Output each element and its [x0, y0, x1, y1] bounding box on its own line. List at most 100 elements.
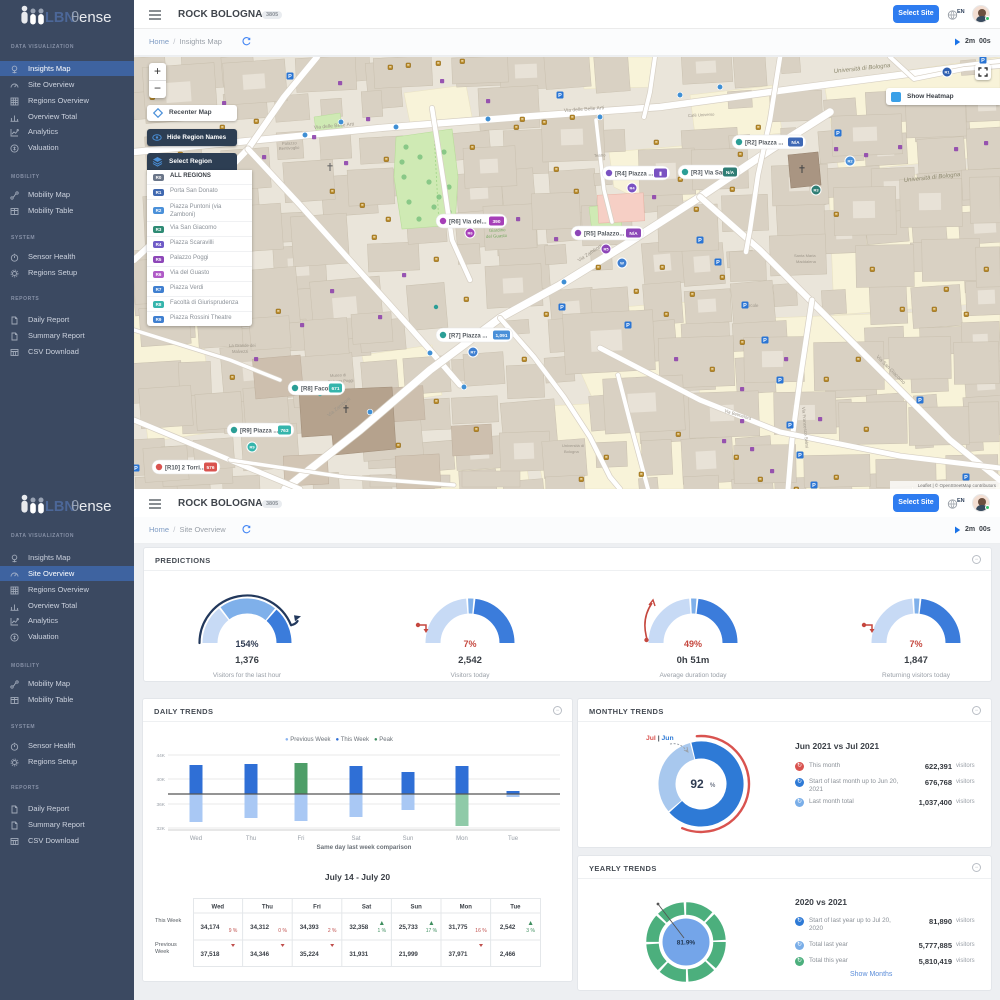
svg-text:P: P [698, 238, 702, 244]
svg-text:[R4] Piazza ...: [R4] Piazza ... [615, 172, 654, 178]
svg-text:32,358: 32,358 [349, 924, 368, 931]
svg-text:Università di: Università di [562, 443, 584, 448]
svg-text:%: % [710, 783, 716, 789]
svg-text:Palazzo Poggi: Palazzo Poggi [328, 378, 354, 384]
svg-text:671: 671 [331, 386, 339, 392]
svg-text:Ercole: Ercole [746, 303, 759, 308]
svg-text:3 %: 3 % [526, 928, 535, 934]
svg-text:Malvezzi: Malvezzi [232, 349, 248, 354]
svg-text:32K: 32K [156, 826, 165, 832]
svg-text:N/A: N/A [629, 231, 638, 237]
svg-text:P: P [981, 58, 985, 64]
svg-text:Università di Bologna: Università di Bologna [904, 172, 962, 184]
svg-text:Bentivoglio: Bentivoglio [279, 145, 300, 151]
svg-text:Via Francesco Selmi: Via Francesco Selmi [801, 407, 810, 448]
svg-text:Fri: Fri [313, 905, 321, 911]
svg-text:P: P [836, 131, 840, 137]
svg-text:40K: 40K [156, 777, 165, 783]
svg-text:1,091: 1,091 [495, 333, 507, 339]
svg-text:R6: R6 [467, 231, 473, 236]
svg-text:P: P [716, 260, 720, 266]
svg-text:34,346: 34,346 [250, 951, 269, 958]
svg-text:θ: θ [71, 498, 79, 515]
svg-text:Thu: Thu [262, 905, 273, 911]
svg-text:1 %: 1 % [377, 928, 386, 934]
svg-text:[R3] Via San...: [R3] Via San... [691, 171, 731, 177]
svg-text:16 %: 16 % [475, 928, 487, 934]
svg-text:Fri: Fri [298, 836, 305, 842]
svg-text:P: P [743, 303, 747, 309]
svg-text:P: P [798, 453, 802, 459]
svg-text:Sun: Sun [411, 905, 423, 911]
svg-text:81.9%: 81.9% [677, 940, 696, 947]
svg-text:Palazzo: Palazzo [282, 140, 298, 146]
svg-text:Wed: Wed [190, 836, 202, 842]
svg-text:R5: R5 [603, 247, 609, 252]
svg-text:▮: ▮ [659, 171, 662, 177]
svg-text:EN: EN [957, 9, 965, 15]
svg-text:Università di Bologna: Università di Bologna [834, 63, 892, 75]
svg-text:576: 576 [206, 465, 214, 471]
svg-text:R7: R7 [470, 350, 476, 355]
svg-text:763: 763 [280, 428, 288, 434]
svg-text:ense: ense [79, 9, 112, 26]
svg-text:P: P [778, 378, 782, 384]
svg-text:[R8] Facoltà...: [R8] Facoltà... [301, 387, 341, 393]
svg-text:34,174: 34,174 [201, 924, 220, 931]
svg-text:390: 390 [492, 219, 500, 225]
svg-text:R2: R2 [847, 159, 853, 164]
svg-text:34,393: 34,393 [300, 924, 319, 931]
svg-text:21,999: 21,999 [399, 951, 418, 958]
svg-text:Sat: Sat [362, 905, 371, 911]
svg-text:31,775: 31,775 [449, 924, 468, 931]
svg-text:37,971: 37,971 [449, 951, 468, 958]
svg-text:P: P [964, 475, 968, 481]
svg-text:25,733: 25,733 [399, 924, 418, 931]
svg-text:Leaflet | © OpenStreetMap cont: Leaflet | © OpenStreetMap contributors [918, 482, 997, 488]
svg-text:9 %: 9 % [229, 928, 238, 934]
svg-text:P: P [918, 398, 922, 404]
svg-text:[R7] Piazza ...: [R7] Piazza ... [449, 334, 488, 340]
svg-text:P: P [288, 74, 292, 80]
svg-text:Sat: Sat [351, 836, 360, 842]
svg-text:[R5] Palazzo...: [R5] Palazzo... [584, 232, 625, 238]
svg-text:P: P [560, 305, 564, 311]
svg-text:Café Universo: Café Universo [688, 112, 715, 118]
svg-text:Mon: Mon [460, 905, 473, 911]
svg-text:θ: θ [71, 9, 79, 26]
svg-text:EN: EN [957, 498, 965, 504]
svg-text:[R9] Piazza ...: [R9] Piazza ... [240, 429, 279, 435]
svg-text:Tue: Tue [508, 836, 519, 842]
svg-text:35,224: 35,224 [300, 951, 319, 958]
svg-text:W: W [620, 261, 624, 266]
svg-text:R3: R3 [813, 188, 819, 193]
svg-text:Giardino: Giardino [489, 227, 506, 233]
svg-text:R9: R9 [249, 445, 255, 450]
svg-text:Maddalena: Maddalena [796, 259, 817, 264]
svg-text:N/A: N/A [791, 140, 800, 146]
svg-text:LBN: LBN [45, 10, 75, 26]
svg-text:Teatro: Teatro [594, 152, 607, 158]
svg-text:N/A: N/A [726, 170, 735, 176]
svg-text:R4: R4 [629, 186, 635, 191]
svg-text:92: 92 [690, 777, 704, 791]
svg-text:Via delle Belle Arti: Via delle Belle Arti [564, 105, 605, 114]
svg-text:[R2] Piazza ...: [R2] Piazza ... [745, 141, 784, 147]
svg-text:44K: 44K [156, 753, 165, 759]
svg-text:2 %: 2 % [328, 928, 337, 934]
svg-text:36K: 36K [156, 802, 165, 808]
svg-text:0 %: 0 % [278, 928, 287, 934]
svg-text:Mon: Mon [456, 836, 468, 842]
svg-text:2,466: 2,466 [500, 951, 516, 958]
svg-text:Museo di: Museo di [330, 372, 347, 378]
svg-text:del Guasto: del Guasto [486, 233, 508, 239]
svg-text:Tue: Tue [510, 905, 521, 911]
svg-text:P: P [134, 466, 138, 472]
svg-text:P: P [788, 423, 792, 429]
svg-text:ense: ense [79, 498, 112, 515]
svg-text:2,542: 2,542 [500, 924, 516, 931]
svg-text:[R6] Via del...: [R6] Via del... [449, 220, 487, 226]
svg-text:P: P [763, 338, 767, 344]
svg-text:Wed: Wed [212, 905, 225, 911]
svg-text:Santa Maria: Santa Maria [794, 253, 816, 258]
